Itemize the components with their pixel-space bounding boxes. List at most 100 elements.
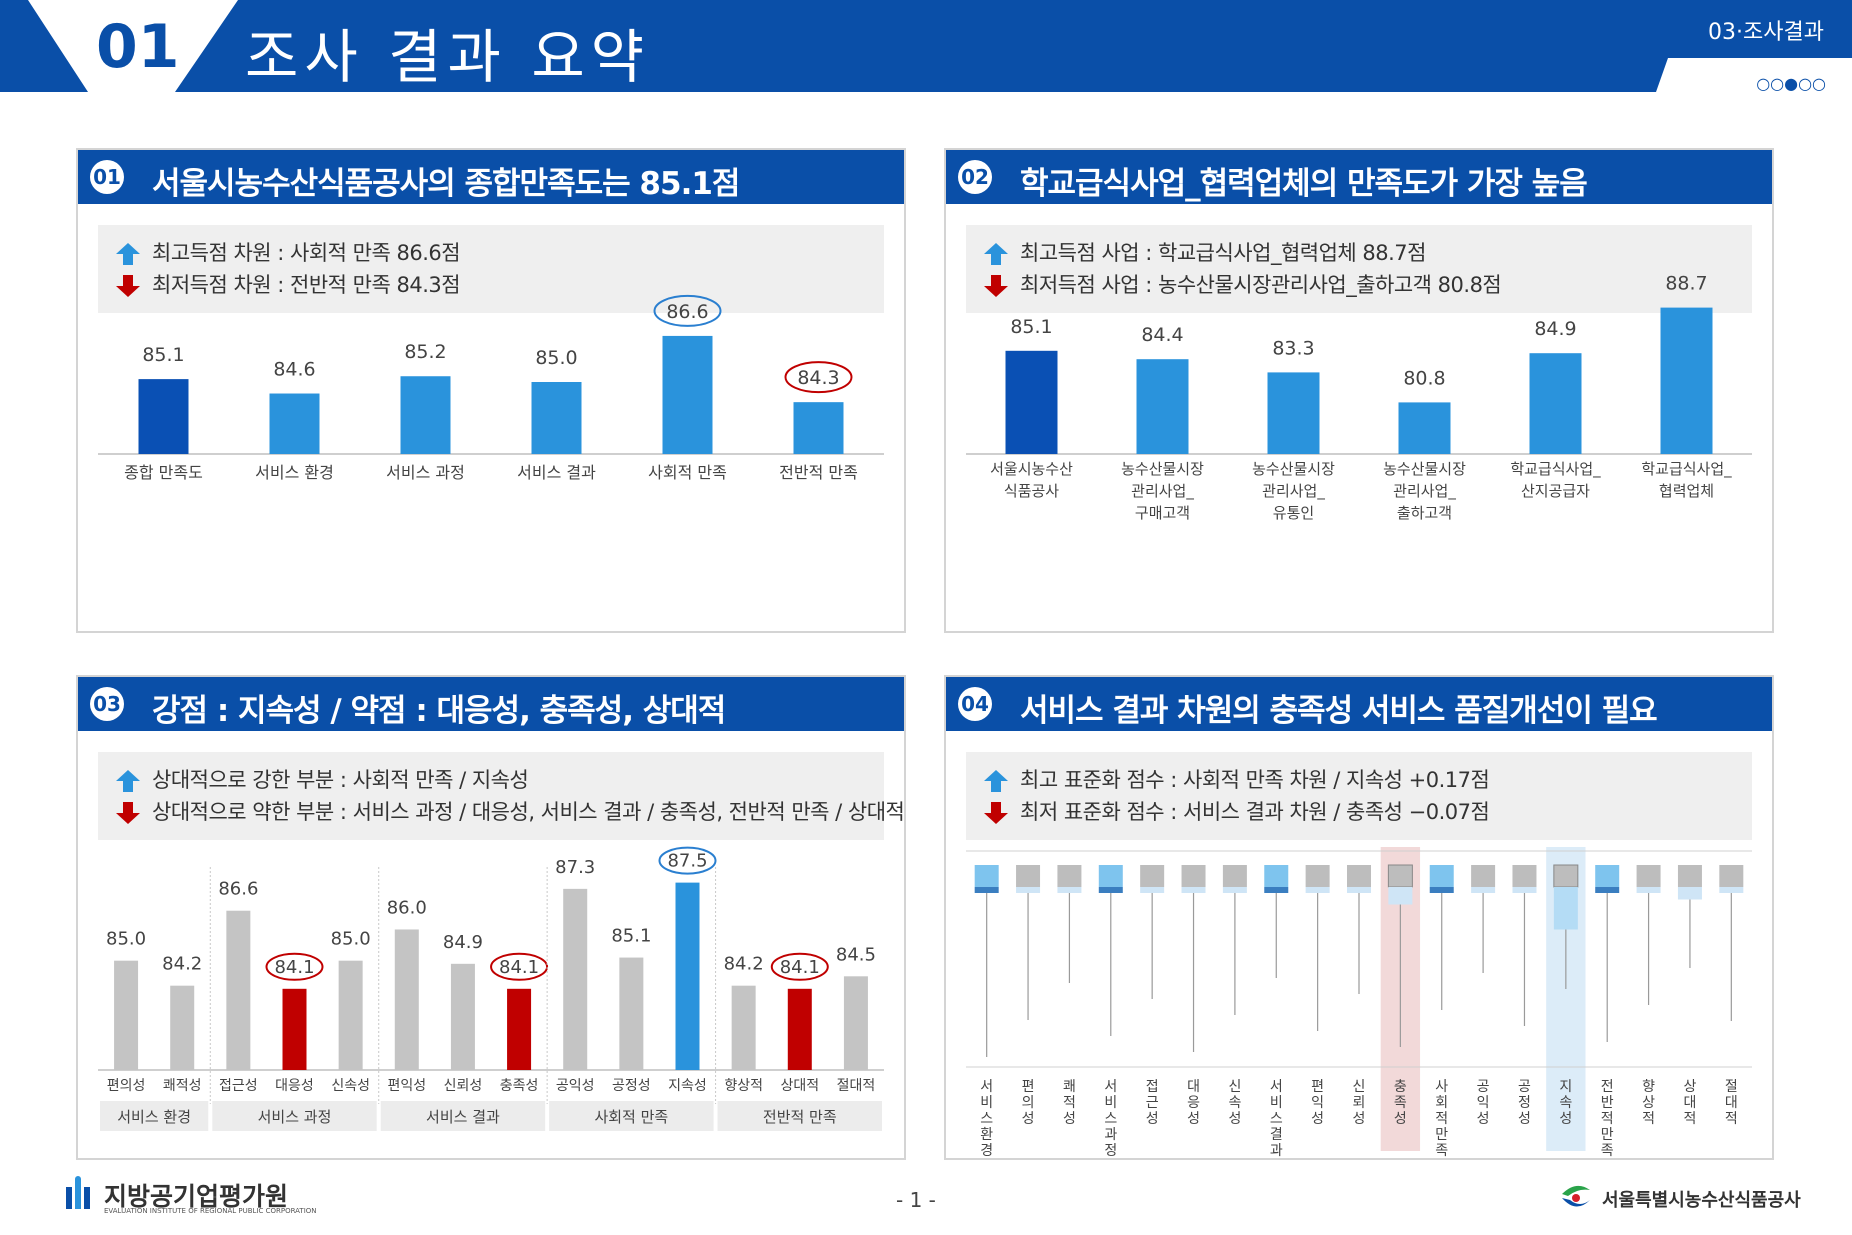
summary-high: 최고득점 사업 : 학교급식사업_협력업체 88.7점: [982, 237, 1426, 267]
category-label-char: 익: [1477, 1095, 1490, 1111]
category-label: 편의성: [107, 1078, 146, 1094]
panel-quality-improvement: 04 서비스 결과 차원의 충족성 서비스 품질개선이 필요 최고 표준화 점수…: [944, 675, 1774, 1160]
bar: [793, 402, 844, 454]
bar: [450, 963, 475, 1070]
group-label: 서비스 과정: [258, 1108, 332, 1126]
panel-title: 학교급식사업_협력업체의 만족도가 가장 높음: [1020, 166, 1588, 202]
data-label: 86.0: [387, 897, 427, 918]
category-label: 협력업체: [1659, 482, 1714, 500]
category-label: 사회적 만족: [648, 463, 727, 482]
group-label-box: [212, 1101, 377, 1131]
score-box: [1140, 865, 1165, 887]
category-label-char: 대: [1187, 1079, 1200, 1095]
category-label: 관리사업_: [1393, 482, 1456, 501]
category-label-char: 상: [1684, 1079, 1697, 1095]
summary-high: 상대적으로 강한 부분 : 사회적 만족 / 지속성: [114, 764, 529, 794]
summary-low-text: 상대적으로 약한 부분 : 서비스 과정 / 대응성, 서비스 결과 / 충족성…: [152, 800, 905, 824]
group-label: 서비스 결과: [426, 1108, 500, 1126]
deviation-bar: [1098, 887, 1123, 893]
bar: [1660, 307, 1713, 454]
score-box: [1347, 865, 1371, 887]
bar: [114, 960, 139, 1070]
summary-high: 최고 표준화 점수 : 사회적 만족 차원 / 지속성 +0.17점: [982, 764, 1490, 794]
category-label-char: 익: [1311, 1095, 1324, 1111]
bar: [843, 976, 868, 1070]
category-label-char: 족: [1601, 1143, 1614, 1158]
summary-box: 최고득점 차원 : 사회적 만족 86.6점 최저득점 차원 : 전반적 만족 …: [98, 225, 884, 313]
summary-high: 최고득점 차원 : 사회적 만족 86.6점: [114, 237, 461, 267]
category-label-char: 성: [1477, 1111, 1490, 1127]
data-label: 84.2: [724, 954, 764, 975]
panel-header: 01 서울시농수산식품공사의 종합만족도는 85.1점: [78, 150, 904, 204]
header-bar: [0, 0, 1852, 92]
highlight-circle-high: [653, 294, 722, 327]
group-label: 사회적 만족: [594, 1108, 668, 1126]
deviation-bar: [1057, 887, 1082, 893]
page-number: - 1 -: [896, 1188, 936, 1212]
kiep-logo-text: 지방공기업평가원: [104, 1182, 289, 1211]
bar: [662, 335, 713, 454]
deviation-bar: [1016, 887, 1041, 893]
deviation-bar: [974, 887, 999, 893]
category-label-char: 비: [1270, 1095, 1283, 1111]
bar: [1005, 350, 1058, 454]
summary-low-text: 최저 표준화 점수 : 서비스 결과 차원 / 충족성 −0.07점: [1020, 800, 1490, 824]
category-label-char: 대: [1684, 1095, 1697, 1111]
page-title: 조사 결과 요약: [245, 23, 651, 91]
category-label-char: 만: [1435, 1127, 1448, 1143]
data-label: 84.4: [1141, 324, 1183, 346]
category-label-char: 성: [1394, 1111, 1407, 1127]
score-box: [1595, 865, 1620, 887]
data-label: 84.6: [273, 359, 315, 381]
category-label: 편익성: [387, 1078, 426, 1094]
category-label-char: 적: [1684, 1111, 1697, 1127]
category-label-char: 향: [1642, 1079, 1655, 1095]
section-label: 03·조사결과: [1708, 20, 1824, 45]
seoul-agro-logo-icon: [1562, 1185, 1590, 1207]
category-label: 농수산물시장: [1383, 460, 1466, 478]
group-label: 전반적 만족: [763, 1108, 837, 1126]
category-label: 농수산물시장: [1121, 460, 1204, 478]
data-label: 85.1: [1010, 316, 1052, 338]
score-box: [974, 865, 999, 887]
arrow-up-icon: [116, 243, 140, 265]
arrow-up-icon: [116, 770, 140, 792]
data-label: 84.1: [780, 957, 820, 978]
deviation-bar: [1553, 887, 1578, 930]
group-label-box: [549, 1101, 714, 1131]
category-label: 산지공급자: [1521, 482, 1590, 500]
bar: [138, 379, 189, 454]
data-label: 84.3: [797, 367, 839, 389]
panel-header: 03 강점 : 지속성 / 약점 : 대응성, 충족성, 상대적: [78, 677, 904, 731]
category-label-char: 비: [980, 1095, 993, 1111]
kiep-logo-subtext: EVALUATION INSTITUTE OF REGIONAL PUBLIC …: [104, 1207, 317, 1215]
summary-high-text: 최고득점 사업 : 학교급식사업_협력업체 88.7점: [1020, 241, 1426, 265]
category-label-char: 성: [1146, 1111, 1159, 1127]
panel-number-badge: 03: [90, 687, 124, 721]
category-label-char: 속: [1228, 1095, 1241, 1111]
deviation-bar: [1719, 887, 1744, 893]
category-label: 학교급식사업_: [1510, 460, 1601, 479]
bar: [282, 988, 307, 1070]
summary-high-text: 최고득점 차원 : 사회적 만족 86.6점: [152, 241, 461, 265]
category-label-char: 편: [1311, 1079, 1324, 1095]
header-notch: [0, 0, 1852, 92]
data-label: 86.6: [218, 879, 258, 900]
data-label: 85.1: [611, 926, 651, 947]
category-label-char: 비: [1104, 1095, 1117, 1111]
deviation-bar: [1264, 887, 1289, 893]
bar: [619, 957, 644, 1070]
arrow-down-icon: [984, 802, 1008, 824]
business-score-chart: 85.1 서울시농수산식품공사 84.4 농수산물시장관리사업_ 구매고객 83.3 농수산…: [966, 273, 1752, 522]
category-label: 접근성: [219, 1078, 258, 1094]
category-label: 유통인: [1273, 504, 1314, 522]
summary-low: 상대적으로 약한 부분 : 서비스 과정 / 대응성, 서비스 결과 / 충족성…: [114, 796, 905, 826]
group-label-box: [717, 1101, 882, 1131]
data-label: 84.2: [162, 954, 202, 975]
bar: [170, 985, 195, 1070]
category-label-char: 신: [1353, 1079, 1366, 1095]
category-label-char: 적: [1601, 1111, 1614, 1127]
data-label: 85.2: [404, 341, 446, 363]
bar: [531, 382, 582, 454]
score-box: [1222, 865, 1247, 887]
